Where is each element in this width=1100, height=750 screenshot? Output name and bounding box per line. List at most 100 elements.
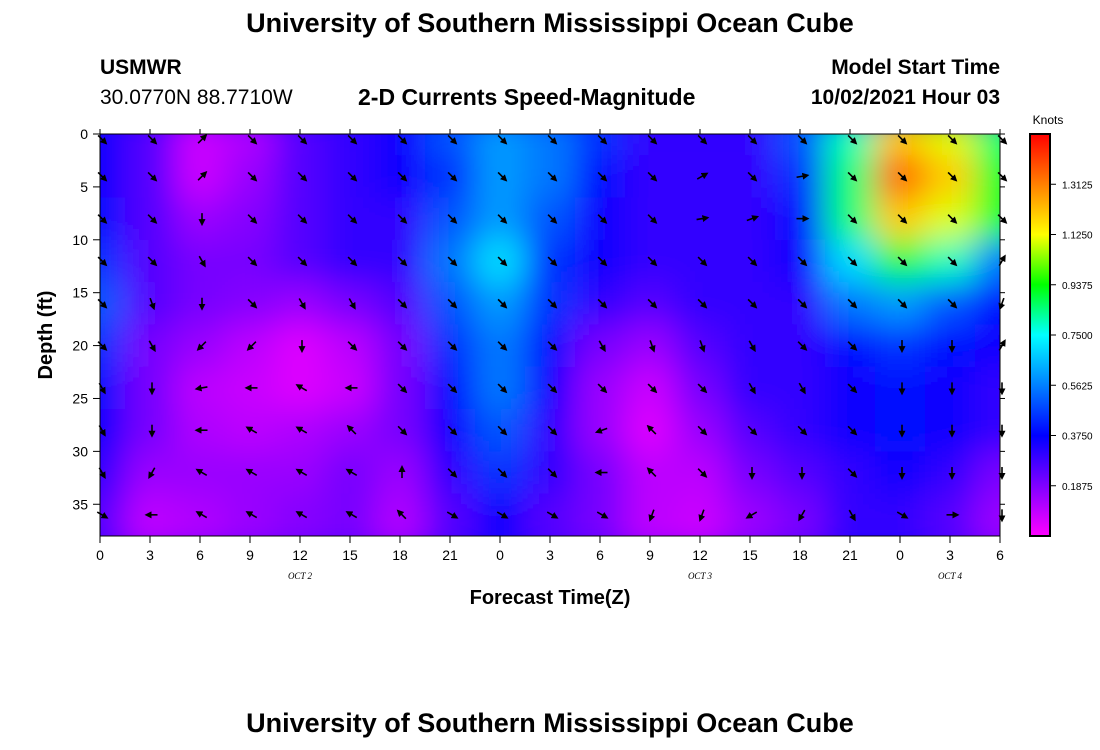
current-vector [596, 511, 609, 519]
heat-cell [225, 451, 276, 495]
current-vector [198, 255, 206, 268]
heat-cell [875, 324, 926, 368]
heat-cell [725, 324, 776, 368]
current-vector [697, 256, 708, 267]
current-vector [97, 256, 108, 267]
current-vector [497, 341, 508, 351]
current-vector [97, 214, 108, 224]
heat-cell [325, 197, 376, 241]
current-vector [547, 214, 558, 224]
current-vector [345, 511, 358, 519]
heat-cell [325, 134, 376, 156]
heat-cell [125, 409, 176, 452]
heat-cell [725, 366, 776, 410]
current-vector [497, 171, 508, 182]
current-vector [597, 134, 608, 145]
heat-cell [625, 366, 676, 410]
heat-cell [675, 409, 726, 452]
x-axis-label: Forecast Time(Z) [470, 587, 631, 609]
current-vector [397, 134, 408, 145]
x-tick-label: 0 [896, 547, 904, 563]
current-vector [847, 468, 858, 478]
current-vector [597, 298, 608, 309]
heat-cell [825, 451, 876, 495]
current-vector [497, 134, 508, 145]
heat-cell [925, 282, 976, 325]
current-vector [397, 298, 408, 309]
page-title-bottom: University of Southern Mississippi Ocean… [246, 708, 854, 738]
current-vector [797, 425, 808, 436]
current-vector [245, 511, 258, 519]
heat-cell [375, 134, 426, 156]
current-vector [897, 256, 908, 267]
heat-cell [475, 451, 526, 495]
heat-cell [525, 451, 576, 495]
heat-cell [525, 197, 576, 241]
x-date-label: OCT 4 [938, 571, 963, 581]
current-vector [297, 134, 308, 145]
page-title-top: University of Southern Mississippi Ocean… [246, 8, 854, 38]
current-vector [646, 467, 657, 477]
y-tick-label: 15 [72, 285, 88, 301]
heat-cell [425, 409, 476, 452]
heat-cell [175, 451, 226, 495]
current-vector [947, 134, 958, 145]
heat-cell [175, 239, 226, 283]
heat-cell [375, 324, 426, 368]
current-vector [98, 467, 106, 480]
heat-cell [475, 155, 526, 198]
heat-cell [775, 409, 826, 452]
heat-cell [775, 239, 826, 283]
current-vector [397, 214, 408, 224]
heat-cell [275, 409, 326, 452]
heat-cell [125, 451, 176, 495]
heat-cell [725, 134, 776, 156]
current-vector [796, 172, 810, 180]
current-vector [747, 256, 758, 267]
heat-cell [425, 366, 476, 410]
colorbar-tick-label: 0.5625 [1062, 381, 1093, 392]
current-vector [497, 468, 508, 478]
x-tick-label: 12 [692, 547, 708, 563]
heat-cell [875, 282, 926, 325]
y-tick-label: 10 [72, 232, 88, 248]
current-vector [947, 256, 958, 267]
heat-cell [625, 409, 676, 452]
current-vector [246, 341, 257, 351]
current-vector [947, 171, 958, 182]
heat-cell [325, 155, 376, 198]
heat-cell [675, 451, 726, 495]
colorbar-tick-label: 1.3125 [1062, 180, 1093, 191]
heat-cell [625, 324, 676, 368]
heat-cell [175, 155, 226, 198]
heat-cell [100, 324, 126, 368]
current-vector [597, 171, 608, 182]
current-vector [947, 214, 958, 224]
current-vector [295, 384, 308, 392]
current-vector [295, 468, 308, 476]
heat-cell [625, 155, 676, 198]
current-vector [497, 425, 508, 436]
current-vector [997, 214, 1008, 224]
current-vector [647, 134, 658, 145]
heat-cell [425, 239, 476, 283]
heat-cell [275, 451, 326, 495]
heat-cell [125, 239, 176, 283]
colorbar-label: Knots [1033, 113, 1064, 127]
heat-cell [125, 324, 176, 368]
current-vector [397, 383, 408, 394]
heat-cell [875, 197, 926, 241]
heat-cell [375, 409, 426, 452]
current-vector [597, 214, 608, 224]
station-name: USMWR [100, 56, 182, 79]
heat-cell [975, 409, 1000, 452]
heat-cell [100, 134, 126, 156]
heat-cell [975, 197, 1000, 241]
heat-cell [475, 197, 526, 241]
heat-cell [975, 324, 1000, 368]
current-vector [697, 298, 708, 309]
x-tick-label: 0 [96, 547, 104, 563]
heat-cell [275, 239, 326, 283]
current-vector [147, 134, 158, 145]
